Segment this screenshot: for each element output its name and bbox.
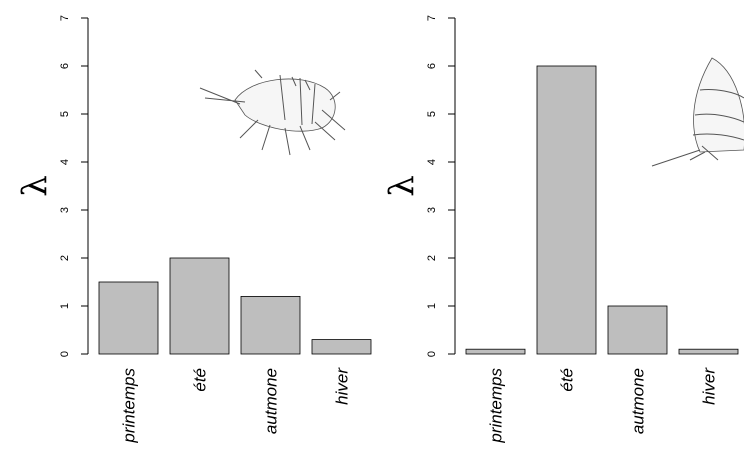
x-tick-label: été [191, 368, 210, 392]
y-axis-label: λ [15, 175, 55, 197]
amphipod-illustration [199, 69, 346, 156]
bar [536, 65, 597, 355]
snail-illustration [651, 57, 744, 167]
y-tick-label: 1 [59, 303, 71, 309]
bar [169, 257, 230, 355]
y-tick-label: 2 [59, 255, 71, 261]
y-tick-label: 6 [426, 63, 438, 69]
bar [311, 339, 372, 355]
y-tick-label: 4 [426, 159, 438, 165]
y-tick-label: 3 [426, 207, 438, 213]
y-tick-label: 3 [59, 207, 71, 213]
y-tick-label: 6 [59, 63, 71, 69]
y-tick-label: 0 [426, 351, 438, 357]
y-tick-label: 5 [59, 111, 71, 117]
x-tick-label: printemps [120, 368, 139, 444]
y-tick-label: 0 [59, 351, 71, 357]
y-tick-label: 1 [426, 303, 438, 309]
bar [678, 348, 739, 355]
y-axis-label: λ [382, 175, 422, 197]
y-tick-label: 4 [59, 159, 71, 165]
x-tick-label: hiver [700, 367, 719, 405]
x-tick-label: autmone [629, 368, 648, 434]
y-tick-label: 2 [426, 255, 438, 261]
bar [465, 348, 526, 355]
y-tick-label: 7 [426, 15, 438, 21]
bar [240, 295, 301, 355]
x-tick-label: été [558, 368, 577, 392]
bar [607, 305, 668, 355]
x-tick-label: hiver [333, 367, 352, 405]
y-tick-label: 7 [59, 15, 71, 21]
y-tick-label: 5 [426, 111, 438, 117]
bar [98, 281, 159, 355]
x-tick-label: autmone [262, 368, 281, 434]
x-tick-label: printemps [487, 368, 506, 444]
